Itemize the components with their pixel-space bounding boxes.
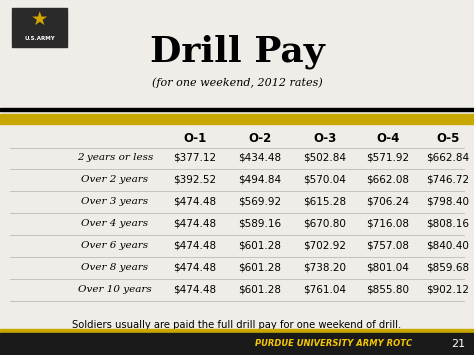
Text: $615.28: $615.28 [303,197,346,207]
Text: $746.72: $746.72 [427,175,470,185]
Text: $840.40: $840.40 [427,241,469,251]
Text: $474.48: $474.48 [173,219,217,229]
Text: O-4: O-4 [376,131,400,144]
Text: $601.28: $601.28 [238,263,282,273]
Text: 21: 21 [451,339,465,349]
Text: O-1: O-1 [183,131,207,144]
Text: O-3: O-3 [313,131,337,144]
Text: $702.92: $702.92 [303,241,346,251]
Text: $377.12: $377.12 [173,153,217,163]
Text: 2 years or less: 2 years or less [77,153,153,163]
Text: $589.16: $589.16 [238,219,282,229]
Text: $761.04: $761.04 [303,285,346,295]
Text: Over 4 years: Over 4 years [82,219,148,229]
Text: $738.20: $738.20 [303,263,346,273]
Text: Soldiers usually are paid the full drill pay for one weekend of drill.: Soldiers usually are paid the full drill… [73,320,401,330]
Text: $801.04: $801.04 [366,263,410,273]
Text: $474.48: $474.48 [173,197,217,207]
Bar [0,114,474,124]
Text: $474.48: $474.48 [173,263,217,273]
Text: $808.16: $808.16 [427,219,470,229]
Text: $570.04: $570.04 [303,175,346,185]
Text: $716.08: $716.08 [366,219,410,229]
Text: O-2: O-2 [248,131,272,144]
Bar [0,108,474,111]
Text: $706.24: $706.24 [366,197,410,207]
Text: $757.08: $757.08 [366,241,410,251]
Bar [12,8,67,47]
Bar [0,329,474,333]
Text: ★: ★ [31,10,48,28]
Text: $662.08: $662.08 [366,175,410,185]
Text: In the summer, NG/AR Soldiers usually attend a two-week Annual: In the summer, NG/AR Soldiers usually at… [54,348,382,355]
Text: $474.48: $474.48 [173,241,217,251]
Text: Over 3 years: Over 3 years [82,197,148,207]
Text: $798.40: $798.40 [427,197,470,207]
Text: $474.48: $474.48 [173,285,217,295]
Text: Over 6 years: Over 6 years [82,241,148,251]
Text: $902.12: $902.12 [427,285,470,295]
Text: $670.80: $670.80 [303,219,346,229]
Text: $859.68: $859.68 [427,263,470,273]
Bar [0,333,474,355]
Text: $855.80: $855.80 [366,285,410,295]
Text: $494.84: $494.84 [238,175,282,185]
Text: $662.84: $662.84 [427,153,470,163]
Text: $571.92: $571.92 [366,153,410,163]
Text: Over 2 years: Over 2 years [82,175,148,185]
Text: $601.28: $601.28 [238,285,282,295]
Text: $569.92: $569.92 [238,197,282,207]
Text: Drill Pay: Drill Pay [150,35,324,69]
Text: Over 10 years: Over 10 years [78,285,152,295]
Text: This usually occurs 10-11 times each year.: This usually occurs 10-11 times each yea… [130,333,344,343]
Text: PURDUE UNIVERSITY ARMY ROTC: PURDUE UNIVERSITY ARMY ROTC [255,339,412,349]
Text: O-5: O-5 [436,131,460,144]
Text: $434.48: $434.48 [238,153,282,163]
Text: $392.52: $392.52 [173,175,217,185]
Text: $502.84: $502.84 [303,153,346,163]
Text: U.S.ARMY: U.S.ARMY [24,36,55,41]
Text: (for one weekend, 2012 rates): (for one weekend, 2012 rates) [152,78,322,88]
Text: $601.28: $601.28 [238,241,282,251]
Text: Over 8 years: Over 8 years [82,263,148,273]
